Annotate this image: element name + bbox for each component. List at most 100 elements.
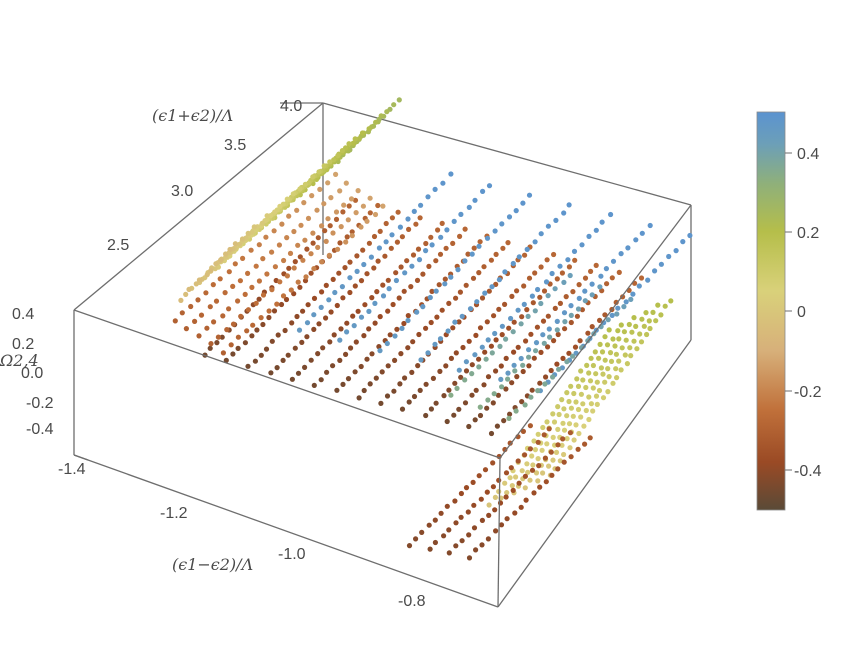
point-4-12 <box>362 302 368 308</box>
point-30-18 <box>520 428 527 434</box>
point-3-13 <box>347 289 353 296</box>
point-0-22 <box>333 216 340 222</box>
point-12-4 <box>490 400 496 406</box>
point-9-23 <box>538 264 544 270</box>
point-21-1 <box>454 385 460 391</box>
point-10-23 <box>559 270 566 276</box>
point-42-2 <box>211 319 217 325</box>
y-axis-label: (ϵ1+ϵ2)/Λ <box>152 106 233 125</box>
point-10-3 <box>441 393 447 399</box>
point-44-3 <box>244 328 250 334</box>
point-11-24 <box>588 268 594 274</box>
point-26-18 <box>598 365 605 371</box>
point-36-1 <box>204 272 210 278</box>
point-11-17 <box>545 313 551 319</box>
point-5-20 <box>433 258 439 264</box>
point-1-3 <box>242 340 248 346</box>
point-24-24 <box>602 334 608 340</box>
point-39-19 <box>346 141 352 147</box>
point-19-1 <box>505 370 511 376</box>
point-8-5 <box>409 369 415 375</box>
point-2-23 <box>383 220 389 227</box>
point-14-0 <box>296 327 303 333</box>
point-10-9 <box>476 356 482 362</box>
point-42-7 <box>249 284 255 290</box>
point-20-21 <box>687 232 693 239</box>
z-tick-neg-0-4: -0.4 <box>26 421 54 438</box>
point-40-19 <box>317 186 323 192</box>
point-1-5 <box>254 327 260 333</box>
point-29-20 <box>644 331 650 338</box>
point-28-12 <box>593 393 600 399</box>
point-32-3 <box>466 532 472 538</box>
colorbar-tick-0-2: 0.2 <box>797 225 819 242</box>
point-32-16 <box>548 449 554 455</box>
point-10-22 <box>554 276 560 282</box>
point-4-16 <box>385 277 391 283</box>
point-6-18 <box>442 276 448 282</box>
point-32-4 <box>471 525 478 531</box>
point-6-2 <box>345 376 352 382</box>
point-4-13 <box>369 295 375 301</box>
point-1-20 <box>344 234 350 240</box>
point-24-3 <box>502 480 508 486</box>
point-40-11 <box>256 242 262 248</box>
point-32-13 <box>529 467 536 473</box>
point-10-15 <box>511 319 517 325</box>
point-42-3 <box>220 313 226 319</box>
point-12-25 <box>616 269 622 275</box>
point-9-3 <box>417 387 423 393</box>
point-17-6 <box>459 313 465 319</box>
point-0-21 <box>327 223 333 229</box>
point-2-6 <box>282 327 288 334</box>
point-42-15 <box>310 230 316 236</box>
point-38-0 <box>218 257 224 263</box>
point-13-16 <box>585 330 591 336</box>
point-17-5 <box>452 319 458 325</box>
point-0-24 <box>346 203 352 209</box>
point-39-8 <box>277 203 283 209</box>
point-30-8 <box>458 490 464 497</box>
point-5-11 <box>377 314 383 320</box>
point-7-5 <box>385 363 391 369</box>
point-25-13 <box>561 406 567 412</box>
point-39-2 <box>239 236 246 242</box>
point-42-5 <box>235 298 241 304</box>
point-33-19 <box>587 435 593 441</box>
point-8-3 <box>397 381 403 387</box>
point-32-15 <box>542 455 549 461</box>
point-29-3 <box>561 451 567 458</box>
point-26-21 <box>612 343 618 349</box>
point-16-16 <box>492 228 498 234</box>
point-27-20 <box>619 345 625 351</box>
point-14-3 <box>318 304 324 310</box>
point-6-1 <box>340 381 346 387</box>
point-24-13 <box>550 411 556 417</box>
point-40-0 <box>172 318 178 324</box>
point-7-8 <box>405 345 411 351</box>
point-5-21 <box>437 251 444 257</box>
y-axis-ticks: 4.0 3.5 3.0 2.5 <box>107 98 323 254</box>
point-26-16 <box>587 378 594 384</box>
point-9-22 <box>532 270 538 276</box>
point-14-14 <box>397 224 403 230</box>
point-0-20 <box>322 228 328 234</box>
point-8-24 <box>522 252 528 258</box>
x-tick-neg-1-4: -1.4 <box>58 461 86 478</box>
point-5-23 <box>450 240 456 246</box>
point-5-13 <box>390 301 396 308</box>
point-29-25 <box>668 298 674 304</box>
point-7-9 <box>410 339 416 345</box>
point-39-17 <box>335 153 341 159</box>
point-12-5 <box>495 392 501 398</box>
point-27-25 <box>643 310 649 316</box>
point-10-16 <box>519 314 525 320</box>
point-23-8 <box>564 359 570 365</box>
point-8-18 <box>486 288 492 294</box>
point-31-1 <box>432 539 438 546</box>
point-33-17 <box>575 446 581 452</box>
point-17-19 <box>553 217 559 223</box>
point-31-9 <box>484 489 490 495</box>
point-2-20 <box>366 240 372 246</box>
point-39-15 <box>321 163 327 169</box>
